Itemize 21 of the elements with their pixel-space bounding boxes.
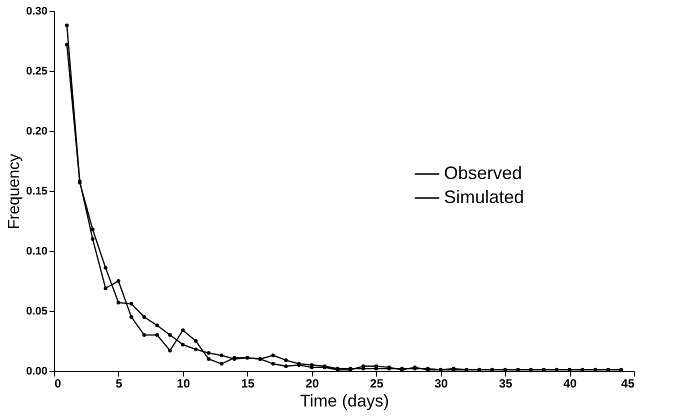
x-tick-label: 0 <box>54 376 62 390</box>
y-tick-label: 0.30 <box>26 6 48 18</box>
y-tick-label: 0.15 <box>26 186 48 198</box>
legend-label: Simulated <box>444 187 524 207</box>
y-tick-label: 0.05 <box>26 306 48 318</box>
x-tick-label: 5 <box>116 376 123 390</box>
legend-label: Observed <box>444 163 522 183</box>
x-tick-label: 25 <box>370 376 384 390</box>
x-tick-label: 15 <box>241 376 255 390</box>
y-tick-label: 0.00 <box>26 366 48 378</box>
x-tick-label: 45 <box>621 376 635 390</box>
x-tick-label: 30 <box>434 376 448 390</box>
x-tick-label: 20 <box>306 376 320 390</box>
x-axis-title: Time (days) <box>300 392 390 410</box>
y-tick-label: 0.10 <box>26 246 48 258</box>
x-tick-label: 40 <box>563 376 578 390</box>
y-tick-label: 0.25 <box>26 66 48 78</box>
x-tick-label: 35 <box>498 376 513 390</box>
y-tick-label: 0.20 <box>26 126 48 138</box>
y-axis-title: Frequency <box>6 154 24 230</box>
x-tick-label: 10 <box>176 376 190 390</box>
